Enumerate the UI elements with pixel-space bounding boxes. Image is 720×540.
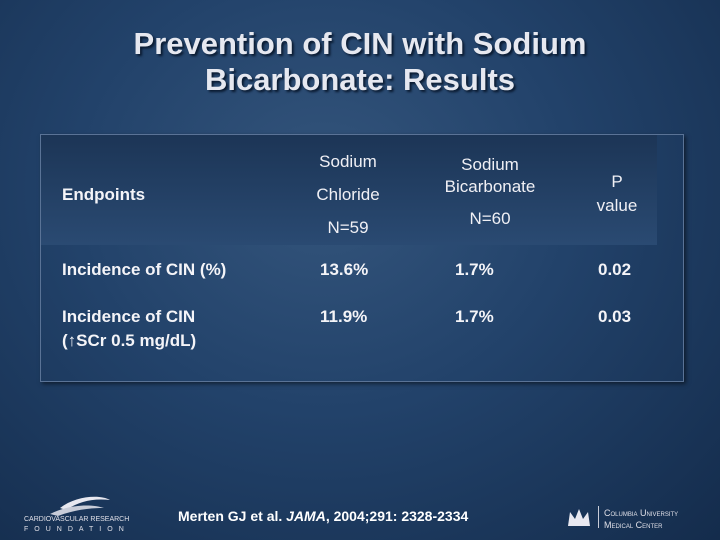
header-cell: P [611, 172, 623, 191]
table-cell: 1.7% [455, 260, 494, 279]
table-cell: 11.9% [320, 307, 368, 326]
table-cell: 0.02 [598, 260, 632, 279]
crf-logo-mark [50, 496, 110, 516]
title-line: Prevention of CIN with Sodium [133, 26, 587, 61]
logo-text: Columbia University [604, 508, 679, 518]
row-label: (↑SCr 0.5 mg/dL) [62, 331, 197, 350]
logo-swoosh [50, 505, 104, 516]
logo-text: FOUNDATION [24, 526, 130, 533]
citation-authors: Merten GJ et al. [178, 508, 283, 524]
header-cell: Bicarbonate [444, 177, 536, 196]
table-header-band [41, 135, 657, 245]
header-cell: Chloride [316, 185, 380, 204]
row-label: Incidence of CIN [62, 307, 196, 326]
logo-divider [598, 506, 599, 528]
citation: Merten GJ et al. JAMA, 2004;291: 2328-23… [178, 508, 468, 524]
header-cell: Sodium [461, 155, 519, 174]
table-cell: 1.7% [455, 307, 494, 326]
logo-text: CARDIOVASCULAR RESEARCH [24, 516, 130, 523]
header-cell: Endpoints [62, 185, 146, 204]
table-panel [40, 134, 684, 382]
header-cell: N=60 [469, 209, 511, 228]
header-cell: Sodium [319, 152, 377, 171]
citation-details: , 2004;291: 2328-2334 [325, 508, 469, 524]
table-cell: 0.03 [598, 307, 632, 326]
header-cell: N=59 [327, 218, 369, 237]
crown [568, 509, 590, 526]
row-label: Incidence of CIN (%) [62, 260, 227, 279]
crown-icon [568, 509, 590, 526]
header-cell: value [596, 196, 638, 215]
title-line: Bicarbonate: Results [204, 62, 516, 97]
logo-text: Medical Center [604, 520, 663, 530]
table-cell: 13.6% [320, 260, 369, 279]
citation-journal: JAMA [286, 508, 326, 524]
